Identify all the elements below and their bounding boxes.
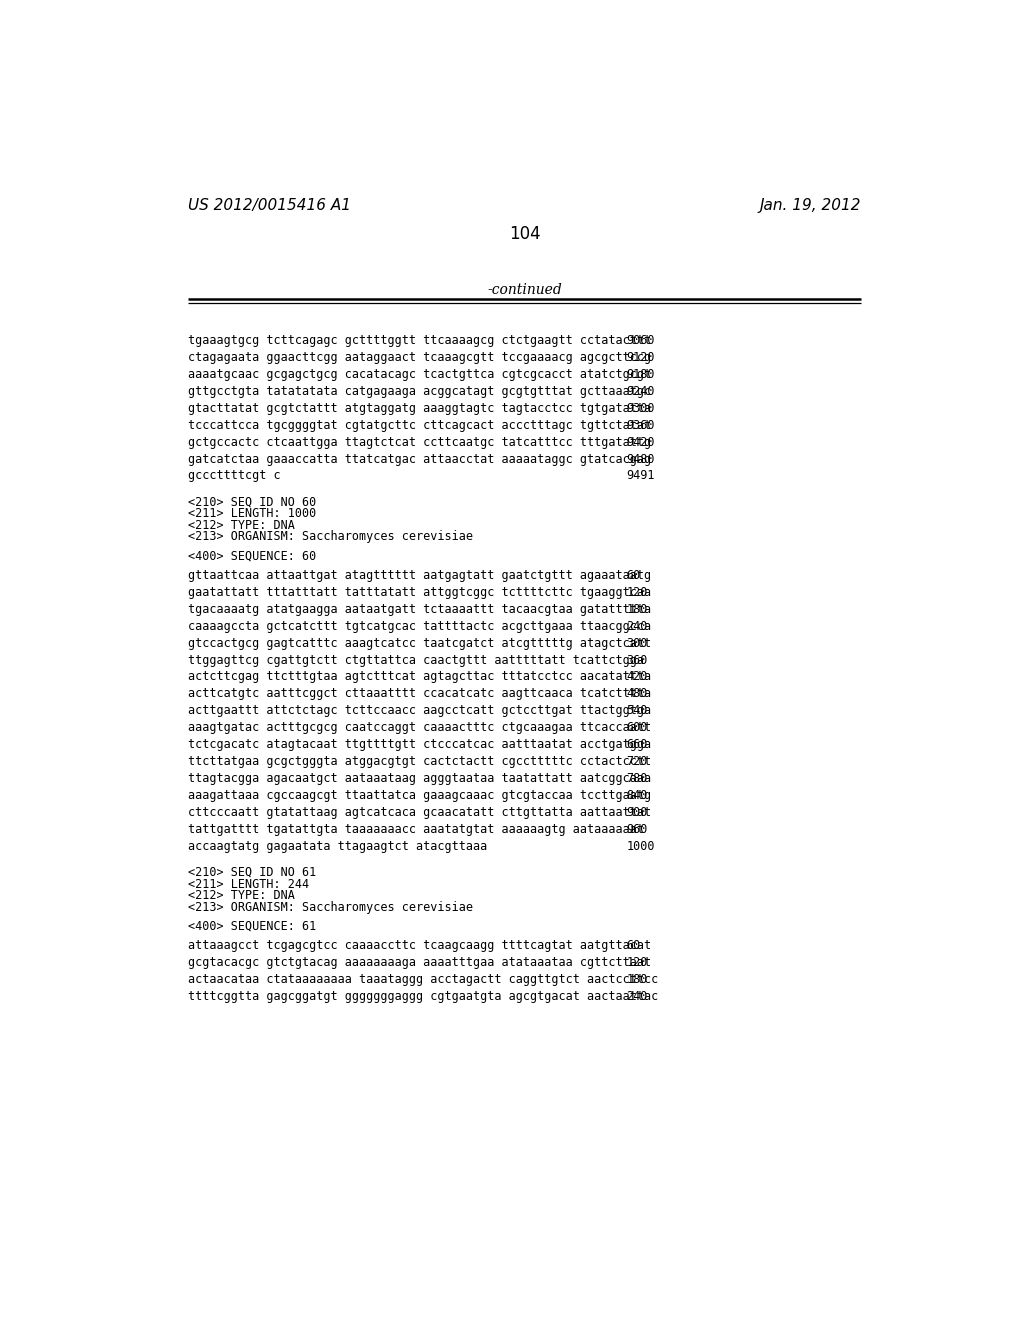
Text: acttgaattt attctctagc tcttccaacc aagcctcatt gctccttgat ttactggtga: acttgaattt attctctagc tcttccaacc aagcctc… [188,705,651,717]
Text: 480: 480 [627,688,648,701]
Text: ttcttatgaa gcgctgggta atggacgtgt cactctactt cgcctttttc cctactcctt: ttcttatgaa gcgctgggta atggacgtgt cactcta… [188,755,651,768]
Text: accaagtatg gagaatata ttagaagtct atacgttaaa: accaagtatg gagaatata ttagaagtct atacgtta… [188,840,487,853]
Text: 9240: 9240 [627,385,654,397]
Text: <210> SEQ ID NO 61: <210> SEQ ID NO 61 [188,866,316,879]
Text: ttggagttcg cgattgtctt ctgttattca caactgttt aatttttatt tcattctgga: ttggagttcg cgattgtctt ctgttattca caactgt… [188,653,644,667]
Text: 780: 780 [627,772,648,785]
Text: <212> TYPE: DNA: <212> TYPE: DNA [188,519,295,532]
Text: <211> LENGTH: 244: <211> LENGTH: 244 [188,878,309,891]
Text: 9360: 9360 [627,418,654,432]
Text: 1000: 1000 [627,840,654,853]
Text: 660: 660 [627,738,648,751]
Text: acttcatgtc aatttcggct cttaaatttt ccacatcatc aagttcaaca tcatctttta: acttcatgtc aatttcggct cttaaatttt ccacatc… [188,688,651,701]
Text: ttttcggtta gagcggatgt gggggggaggg cgtgaatgta agcgtgacat aactaattac: ttttcggtta gagcggatgt gggggggaggg cgtgaa… [188,990,658,1003]
Text: 600: 600 [627,721,648,734]
Text: <211> LENGTH: 1000: <211> LENGTH: 1000 [188,507,316,520]
Text: tgacaaaatg atatgaagga aataatgatt tctaaaattt tacaacgtaa gatattttta: tgacaaaatg atatgaagga aataatgatt tctaaaa… [188,603,651,615]
Text: <210> SEQ ID NO 60: <210> SEQ ID NO 60 [188,496,316,508]
Text: 9480: 9480 [627,453,654,466]
Text: 240: 240 [627,619,648,632]
Text: actcttcgag ttctttgtaa agtctttcat agtagcttac tttatcctcc aacatattta: actcttcgag ttctttgtaa agtctttcat agtagct… [188,671,651,684]
Text: aaagattaaa cgccaagcgt ttaattatca gaaagcaaac gtcgtaccaa tccttgaatg: aaagattaaa cgccaagcgt ttaattatca gaaagca… [188,789,651,803]
Text: gtacttatat gcgtctattt atgtaggatg aaaggtagtc tagtacctcc tgtgatatta: gtacttatat gcgtctattt atgtaggatg aaaggta… [188,401,651,414]
Text: tgaaagtgcg tcttcagagc gcttttggtt ttcaaaagcg ctctgaagtt cctatacttt: tgaaagtgcg tcttcagagc gcttttggtt ttcaaaa… [188,334,651,347]
Text: aaagtgatac actttgcgcg caatccaggt caaaactttc ctgcaaagaa ttcaccaatt: aaagtgatac actttgcgcg caatccaggt caaaact… [188,721,651,734]
Text: 900: 900 [627,807,648,818]
Text: gatcatctaa gaaaccatta ttatcatgac attaacctat aaaaataggc gtatcacgag: gatcatctaa gaaaccatta ttatcatgac attaacc… [188,453,651,466]
Text: 9300: 9300 [627,401,654,414]
Text: 180: 180 [627,603,648,615]
Text: 180: 180 [627,973,648,986]
Text: gttaattcaa attaattgat atagtttttt aatgagtatt gaatctgttt agaaataatg: gttaattcaa attaattgat atagtttttt aatgagt… [188,569,651,582]
Text: 9120: 9120 [627,351,654,364]
Text: gctgccactc ctcaattgga ttagtctcat ccttcaatgc tatcatttcc tttgatattg: gctgccactc ctcaattgga ttagtctcat ccttcaa… [188,436,651,449]
Text: gcccttttcgt c: gcccttttcgt c [188,470,281,483]
Text: <400> SEQUENCE: 60: <400> SEQUENCE: 60 [188,549,316,562]
Text: ttagtacgga agacaatgct aataaataag agggtaataa taatattatt aatcggcaaa: ttagtacgga agacaatgct aataaataag agggtaa… [188,772,651,785]
Text: 840: 840 [627,789,648,803]
Text: 720: 720 [627,755,648,768]
Text: gaatattatt tttatttatt tatttatatt attggtcggc tcttttcttc tgaaggtcaa: gaatattatt tttatttatt tatttatatt attggtc… [188,586,651,599]
Text: <213> ORGANISM: Saccharomyces cerevisiae: <213> ORGANISM: Saccharomyces cerevisiae [188,531,473,544]
Text: <213> ORGANISM: Saccharomyces cerevisiae: <213> ORGANISM: Saccharomyces cerevisiae [188,900,473,913]
Text: <212> TYPE: DNA: <212> TYPE: DNA [188,890,295,902]
Text: actaacataa ctataaaaaaaa taaataggg acctagactt caggttgtct aactccttcc: actaacataa ctataaaaaaaa taaataggg acctag… [188,973,658,986]
Text: 60: 60 [627,569,641,582]
Text: <400> SEQUENCE: 61: <400> SEQUENCE: 61 [188,920,316,933]
Text: 104: 104 [509,226,541,243]
Text: 9180: 9180 [627,368,654,381]
Text: 9491: 9491 [627,470,654,483]
Text: 60: 60 [627,940,641,952]
Text: -continued: -continued [487,284,562,297]
Text: 9060: 9060 [627,334,654,347]
Text: ctagagaata ggaacttcgg aataggaact tcaaagcgtt tccgaaaacg agcgcttccg: ctagagaata ggaacttcgg aataggaact tcaaagc… [188,351,651,364]
Text: tctcgacatc atagtacaat ttgttttgtt ctcccatcac aatttaatat acctgatgga: tctcgacatc atagtacaat ttgttttgtt ctcccat… [188,738,651,751]
Text: tcccattcca tgcggggtat cgtatgcttc cttcagcact accctttagc tgttctatat: tcccattcca tgcggggtat cgtatgcttc cttcagc… [188,418,651,432]
Text: US 2012/0015416 A1: US 2012/0015416 A1 [188,198,351,214]
Text: gttgcctgta tatatatata catgagaaga acggcatagt gcgtgtttat gcttaaatgc: gttgcctgta tatatatata catgagaaga acggcat… [188,385,651,397]
Text: cttcccaatt gtatattaag agtcatcaca gcaacatatt cttgttatta aattaattat: cttcccaatt gtatattaag agtcatcaca gcaacat… [188,807,651,818]
Text: tattgatttt tgatattgta taaaaaaacc aaatatgtat aaaaaagtg aataaaaaat: tattgatttt tgatattgta taaaaaaacc aaatatg… [188,822,644,836]
Text: 300: 300 [627,636,648,649]
Text: 960: 960 [627,822,648,836]
Text: 120: 120 [627,586,648,599]
Text: 420: 420 [627,671,648,684]
Text: 360: 360 [627,653,648,667]
Text: 9420: 9420 [627,436,654,449]
Text: Jan. 19, 2012: Jan. 19, 2012 [760,198,861,214]
Text: caaaagccta gctcatcttt tgtcatgcac tattttactc acgcttgaaa ttaacggcca: caaaagccta gctcatcttt tgtcatgcac tatttta… [188,619,651,632]
Text: gcgtacacgc gtctgtacag aaaaaaaaga aaaatttgaa atataaataa cgttcttaat: gcgtacacgc gtctgtacag aaaaaaaaga aaaattt… [188,956,651,969]
Text: aaaatgcaac gcgagctgcg cacatacagc tcactgttca cgtcgcacct atatctgcgt: aaaatgcaac gcgagctgcg cacatacagc tcactgt… [188,368,651,381]
Text: 240: 240 [627,990,648,1003]
Text: 540: 540 [627,705,648,717]
Text: 120: 120 [627,956,648,969]
Text: attaaagcct tcgagcgtcc caaaaccttc tcaagcaagg ttttcagtat aatgttacat: attaaagcct tcgagcgtcc caaaaccttc tcaagca… [188,940,651,952]
Text: gtccactgcg gagtcatttc aaagtcatcc taatcgatct atcgtttttg atagctcatt: gtccactgcg gagtcatttc aaagtcatcc taatcga… [188,636,651,649]
